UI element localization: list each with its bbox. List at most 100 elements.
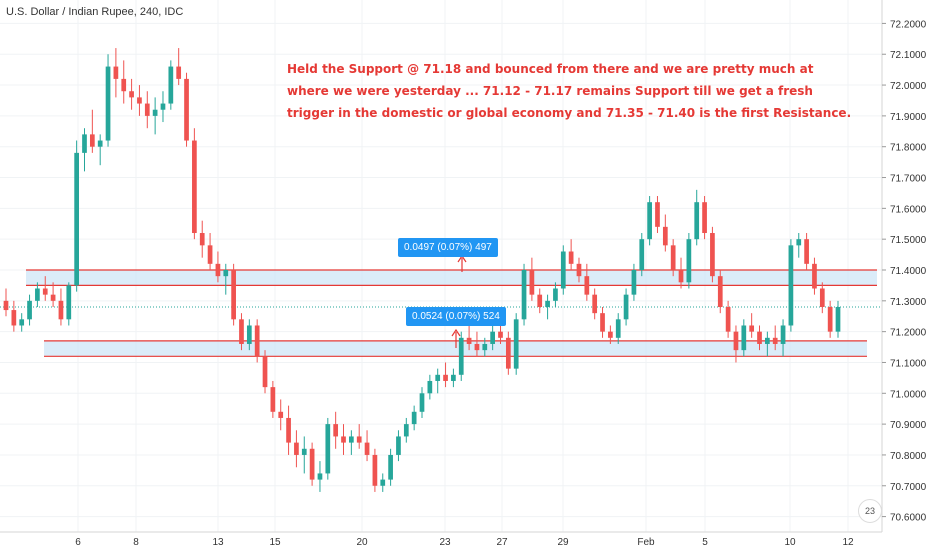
y-tick-label-14: 70.8000 [890,451,927,462]
candle-body-20 [160,103,166,110]
candle-body-79 [623,294,629,320]
measure-label-lower[interactable]: 0.0524 (0.07%) 524 [406,307,506,326]
candle-body-38 [301,448,307,455]
time-axis[interactable]: 6 8 13 15 20 23 27 29 Feb 5 10 12 [75,537,854,548]
candle-body-33 [262,356,268,388]
candle-body-31 [246,325,252,344]
candle-body-87 [686,239,692,283]
candle-body-17 [137,97,142,104]
candle-body-40 [317,473,323,480]
y-tick-label-8: 71.4000 [890,266,927,277]
candle-body-74 [584,276,590,295]
x-tick-label-2: 13 [212,537,224,548]
candle-body-14 [113,66,119,79]
y-tick-label-0: 72.2000 [890,19,927,30]
candle-body-42 [333,424,339,437]
candle-body-4 [35,288,40,301]
x-tick-label-9: 5 [702,537,708,548]
x-tick-label-6: 27 [496,537,508,548]
candle-body-29 [231,270,236,320]
candle-body-97 [765,337,770,344]
candle-body-66 [521,270,527,320]
candle-body-6 [50,294,56,301]
y-tick-label-1: 72.1000 [890,50,927,61]
candle-body-47 [372,454,378,486]
candle-body-99 [780,325,786,344]
candle-body-92 [725,306,731,332]
candle-body-54 [427,380,433,394]
x-tick-label-8: Feb [637,537,655,548]
note-line-1: Held the Support @ 71.18 and bounced fro… [287,62,814,76]
candle-body-84 [662,226,668,246]
candle-body-37 [294,442,299,455]
y-tick-label-4: 71.8000 [890,143,927,154]
candle-body-85 [670,245,676,270]
zone-fill-resistance [26,270,877,286]
candle-body-73 [576,263,582,277]
overlays [451,254,467,348]
x-tick-label-10: 10 [784,537,796,548]
note-line-2: where we were yesterday ... 71.12 - 71.1… [287,84,813,98]
y-tick-label-13: 70.9000 [890,420,927,431]
candle-body-18 [144,103,150,116]
candle-body-64 [505,337,511,369]
candle-body-26 [207,245,213,264]
candle-body-44 [349,436,354,443]
candle-body-35 [278,411,284,418]
y-tick-label-3: 71.9000 [890,112,927,123]
candle-body-22 [176,66,182,79]
candle-body-15 [121,78,127,92]
candle-body-53 [419,393,425,412]
y-tick-label-15: 70.7000 [890,482,927,493]
candle-body-90 [710,233,715,277]
candle-body-16 [129,91,134,98]
candle-body-75 [592,294,598,314]
candle-body-8 [66,285,72,320]
candle-body-41 [325,424,331,474]
candle-body-57 [451,374,456,381]
candle-body-58 [458,337,464,375]
candle-body-81 [639,239,645,270]
price-axis[interactable]: 72.2000 72.1000 72.0000 71.9000 71.8000 71.70… [882,19,927,524]
candle-body-52 [411,411,417,425]
flag-badge-icon[interactable]: 23 [858,499,882,523]
candle-body-32 [254,325,260,357]
candle-body-80 [631,270,637,295]
candle-body-94 [741,325,747,351]
x-tick-label-7: 29 [557,537,569,548]
candle-body-71 [560,251,566,289]
candle-body-72 [568,251,574,264]
candle-body-105 [827,306,833,332]
candle-body-13 [105,66,111,141]
candle-body-1 [11,310,17,326]
candle-body-91 [717,276,723,307]
candle-body-21 [168,66,174,104]
candle-body-51 [403,424,409,437]
candle-body-67 [529,270,535,295]
note-line-3: trigger in the domestic or global econom… [287,106,852,120]
candle-body-61 [482,343,488,351]
candle-body-12 [97,140,103,147]
candle-body-101 [796,239,802,246]
y-tick-label-16: 70.6000 [890,513,927,524]
candle-body-63 [498,331,503,338]
candle-body-88 [694,202,700,240]
candle-body-19 [152,109,158,116]
y-tick-label-2: 72.0000 [890,81,927,92]
measure-label-upper[interactable]: 0.0497 (0.07%) 497 [398,238,498,257]
candle-body-65 [513,319,519,369]
x-tick-label-0: 6 [75,537,81,548]
candle-body-62 [490,331,495,344]
candle-body-70 [553,288,558,301]
y-tick-label-12: 71.0000 [890,389,927,400]
candles [3,48,841,492]
candle-body-55 [435,374,441,381]
candle-body-59 [466,337,472,344]
x-tick-label-4: 20 [356,537,368,548]
candle-body-89 [702,202,707,234]
candle-body-98 [772,337,778,344]
candle-body-30 [239,319,244,344]
candle-body-77 [608,331,613,338]
candle-body-2 [19,319,25,326]
